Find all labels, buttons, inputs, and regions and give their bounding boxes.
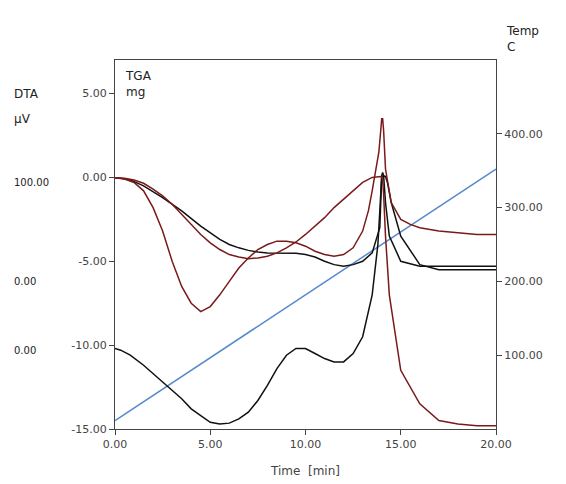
svg-text:5.00: 5.00 <box>198 438 223 451</box>
svg-text:10.00: 10.00 <box>290 438 322 451</box>
svg-text:-15.00: -15.00 <box>71 423 106 436</box>
svg-text:200.00: 200.00 <box>504 275 543 288</box>
svg-text:100.00: 100.00 <box>504 349 543 362</box>
svg-text:100.00: 100.00 <box>14 177 49 188</box>
svg-text:Time [min]: Time [min] <box>270 464 340 478</box>
svg-text:0.00: 0.00 <box>14 276 36 287</box>
svg-text:400.00: 400.00 <box>504 128 543 141</box>
svg-text:µV: µV <box>14 112 31 126</box>
svg-text:0.00: 0.00 <box>14 345 36 356</box>
svg-text:TGAmg: TGAmg <box>125 69 152 99</box>
svg-text:300.00: 300.00 <box>504 201 543 214</box>
svg-text:DTA: DTA <box>14 87 39 101</box>
svg-text:-10.00: -10.00 <box>71 339 106 352</box>
svg-text:0.00: 0.00 <box>103 438 128 451</box>
svg-text:TempC: TempC <box>506 24 539 54</box>
svg-text:15.00: 15.00 <box>385 438 417 451</box>
svg-text:0.00: 0.00 <box>82 171 107 184</box>
svg-text:-5.00: -5.00 <box>78 255 106 268</box>
svg-text:20.00: 20.00 <box>480 438 512 451</box>
svg-text:5.00: 5.00 <box>82 87 107 100</box>
